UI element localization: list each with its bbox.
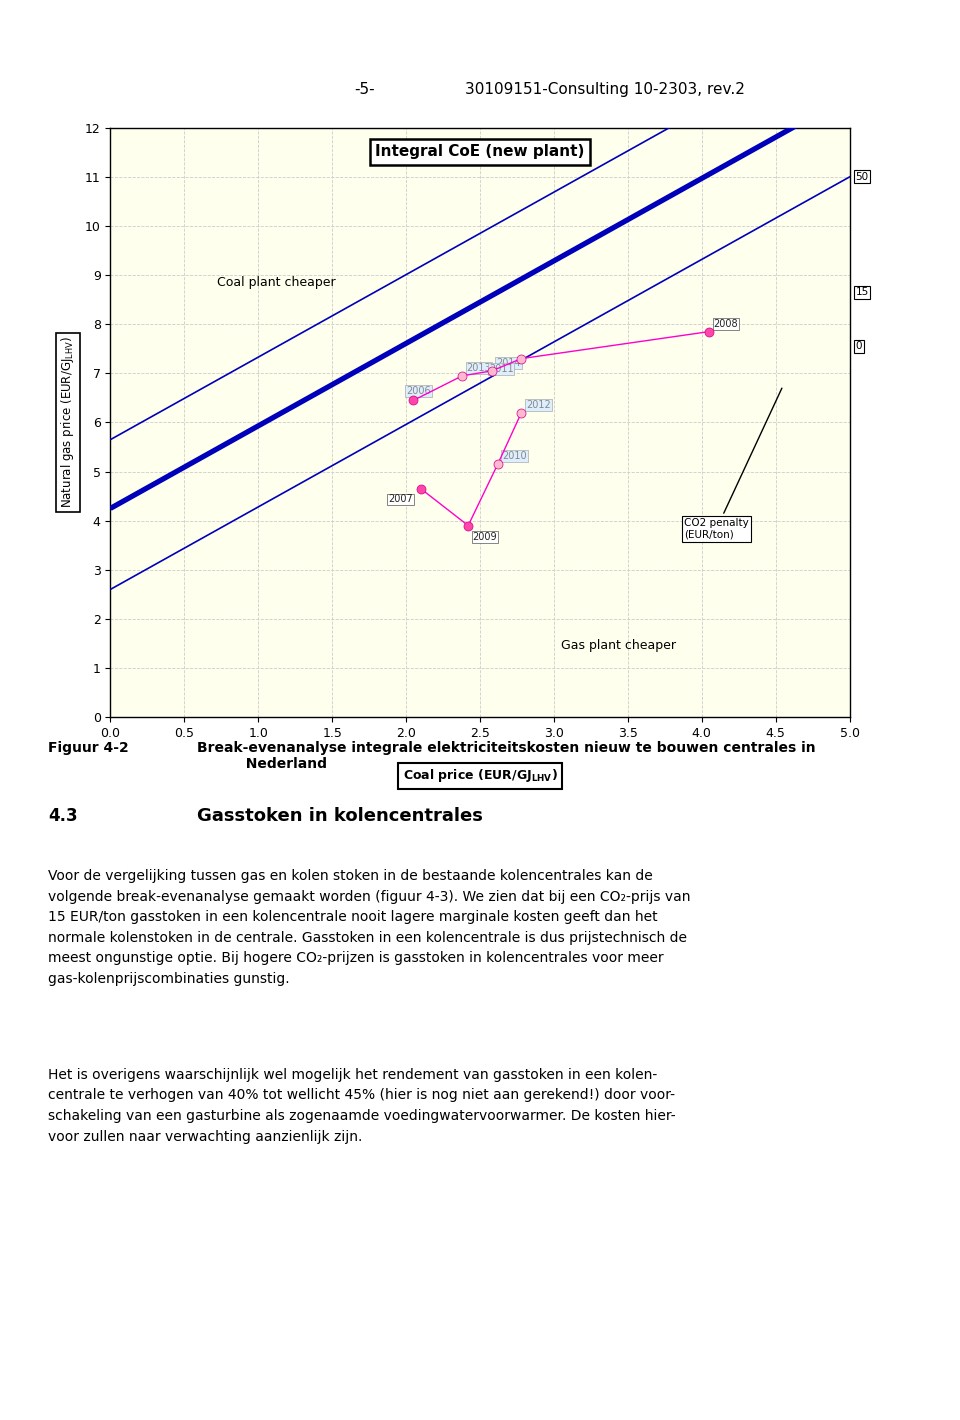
Text: 15: 15	[855, 287, 869, 297]
Text: 2013: 2013	[467, 364, 492, 373]
Text: CO2 penalty
(EUR/ton): CO2 penalty (EUR/ton)	[684, 388, 781, 540]
Text: Coal plant cheaper: Coal plant cheaper	[217, 275, 335, 290]
Text: Break-evenanalyse integrale elektriciteitskosten nieuw te bouwen centrales in
  : Break-evenanalyse integrale elektricitei…	[197, 741, 815, 771]
Text: 2009: 2009	[472, 532, 497, 542]
Y-axis label: Natural gas price (EUR/GJ$_{\mathregular{LHV}}$): Natural gas price (EUR/GJ$_{\mathregular…	[60, 337, 77, 508]
Text: Coal price (EUR/GJ$_{\mathregular{LHV}}$): Coal price (EUR/GJ$_{\mathregular{LHV}}$…	[402, 767, 558, 784]
Text: Gasstoken in kolencentrales: Gasstoken in kolencentrales	[197, 807, 483, 825]
Text: 4.3: 4.3	[48, 807, 78, 825]
Text: Voor de vergelijking tussen gas en kolen stoken in de bestaande kolencentrales k: Voor de vergelijking tussen gas en kolen…	[48, 869, 690, 985]
Text: Figuur 4-2: Figuur 4-2	[48, 741, 129, 755]
Text: KEMA: KEMA	[45, 64, 134, 91]
Text: 2007: 2007	[389, 494, 413, 504]
Text: 2014: 2014	[496, 358, 521, 368]
Text: -5-: -5-	[354, 82, 375, 97]
Text: Gas plant cheaper: Gas plant cheaper	[562, 639, 676, 652]
Text: 2010: 2010	[502, 452, 527, 462]
Text: [3.88, 4.05]: [3.88, 4.05]	[684, 517, 692, 518]
Text: ≻: ≻	[134, 58, 162, 91]
Text: 2008: 2008	[713, 318, 738, 328]
Text: 2006: 2006	[406, 386, 431, 396]
Text: 0: 0	[855, 341, 862, 351]
Text: 2012: 2012	[526, 399, 551, 410]
Text: Integral CoE (new plant): Integral CoE (new plant)	[375, 145, 585, 159]
Text: 2011: 2011	[489, 365, 514, 375]
Text: 50: 50	[855, 172, 869, 182]
Text: Het is overigens waarschijnlijk wel mogelijk het rendement van gasstoken in een : Het is overigens waarschijnlijk wel moge…	[48, 1068, 676, 1143]
Text: 30109151-Consulting 10-2303, rev.2: 30109151-Consulting 10-2303, rev.2	[465, 82, 745, 97]
